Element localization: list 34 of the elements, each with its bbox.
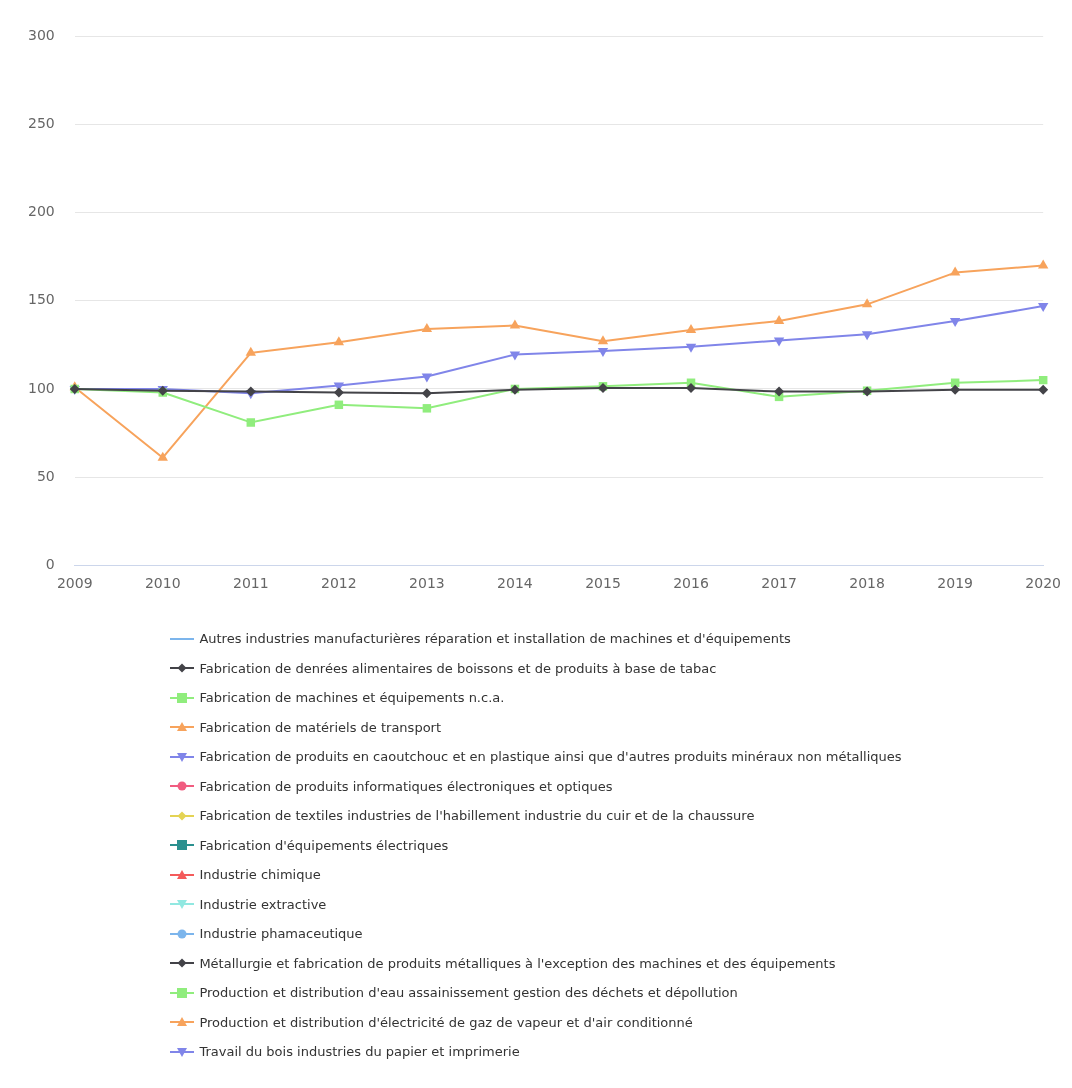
y-tick-label: 50 (36, 467, 55, 484)
x-tick-label: 2015 (585, 575, 621, 592)
x-tick-label: 2012 (321, 575, 357, 592)
legend-label: Fabrication de textiles industries de l'habillement industrie du cuir et de la chaussure (199, 808, 755, 824)
x-tick-label: 2011 (232, 575, 269, 592)
legend-label: Production et distribution d'électricité de gaz de vapeur et d'air conditionné (199, 1014, 693, 1030)
legend-label: Métallurgie et fabrication de produits métalliques à l'exception des machines et des équipements (199, 955, 836, 971)
y-tick-label: 250 (27, 115, 55, 132)
legend-label: Fabrication de produits en caoutchouc et en plastique ainsi que d'autres produits minéraux non métalliques (199, 749, 902, 765)
legend-label: Production et distribution d'eau assainissement gestion des déchets et dépollution (199, 985, 738, 1001)
legend-label: Fabrication de matériels de transport (199, 719, 442, 735)
x-tick-label: 2020 (1025, 575, 1062, 592)
legend-label: Fabrication d'équipements électriques (199, 837, 449, 853)
x-tick-label: 2016 (673, 575, 709, 592)
x-tick-label: 2009 (56, 575, 93, 592)
x-tick-label: 2018 (849, 575, 885, 592)
y-tick-label: 100 (27, 379, 55, 396)
y-tick-label: 200 (27, 203, 55, 220)
legend-label: Fabrication de produits informatiques électroniques et optiques (199, 778, 613, 794)
x-tick-label: 2019 (937, 575, 973, 592)
y-tick-label: 300 (27, 27, 55, 44)
x-tick-label: 2014 (497, 575, 533, 592)
legend-label: Industrie chimique (199, 867, 321, 883)
y-tick-label: 0 (45, 555, 55, 572)
legend-label: Fabrication de denrées alimentaires de boissons et de produits à base de tabac (199, 660, 717, 676)
legend-label: Autres industries manufacturières réparation et installation de machines et d'équipements (199, 631, 791, 647)
x-tick-label: 2010 (144, 575, 181, 592)
legend-label: Travail du bois industries du papier et imprimerie (199, 1044, 520, 1060)
legend-label: Fabrication de machines et équipements n.c.a. (199, 690, 505, 706)
x-tick-label: 2013 (409, 575, 445, 592)
legend-label: Industrie extractive (199, 896, 327, 912)
y-tick-label: 150 (27, 291, 55, 308)
x-tick-label: 2017 (761, 575, 797, 592)
legend-label: Industrie phamaceutique (199, 926, 363, 942)
